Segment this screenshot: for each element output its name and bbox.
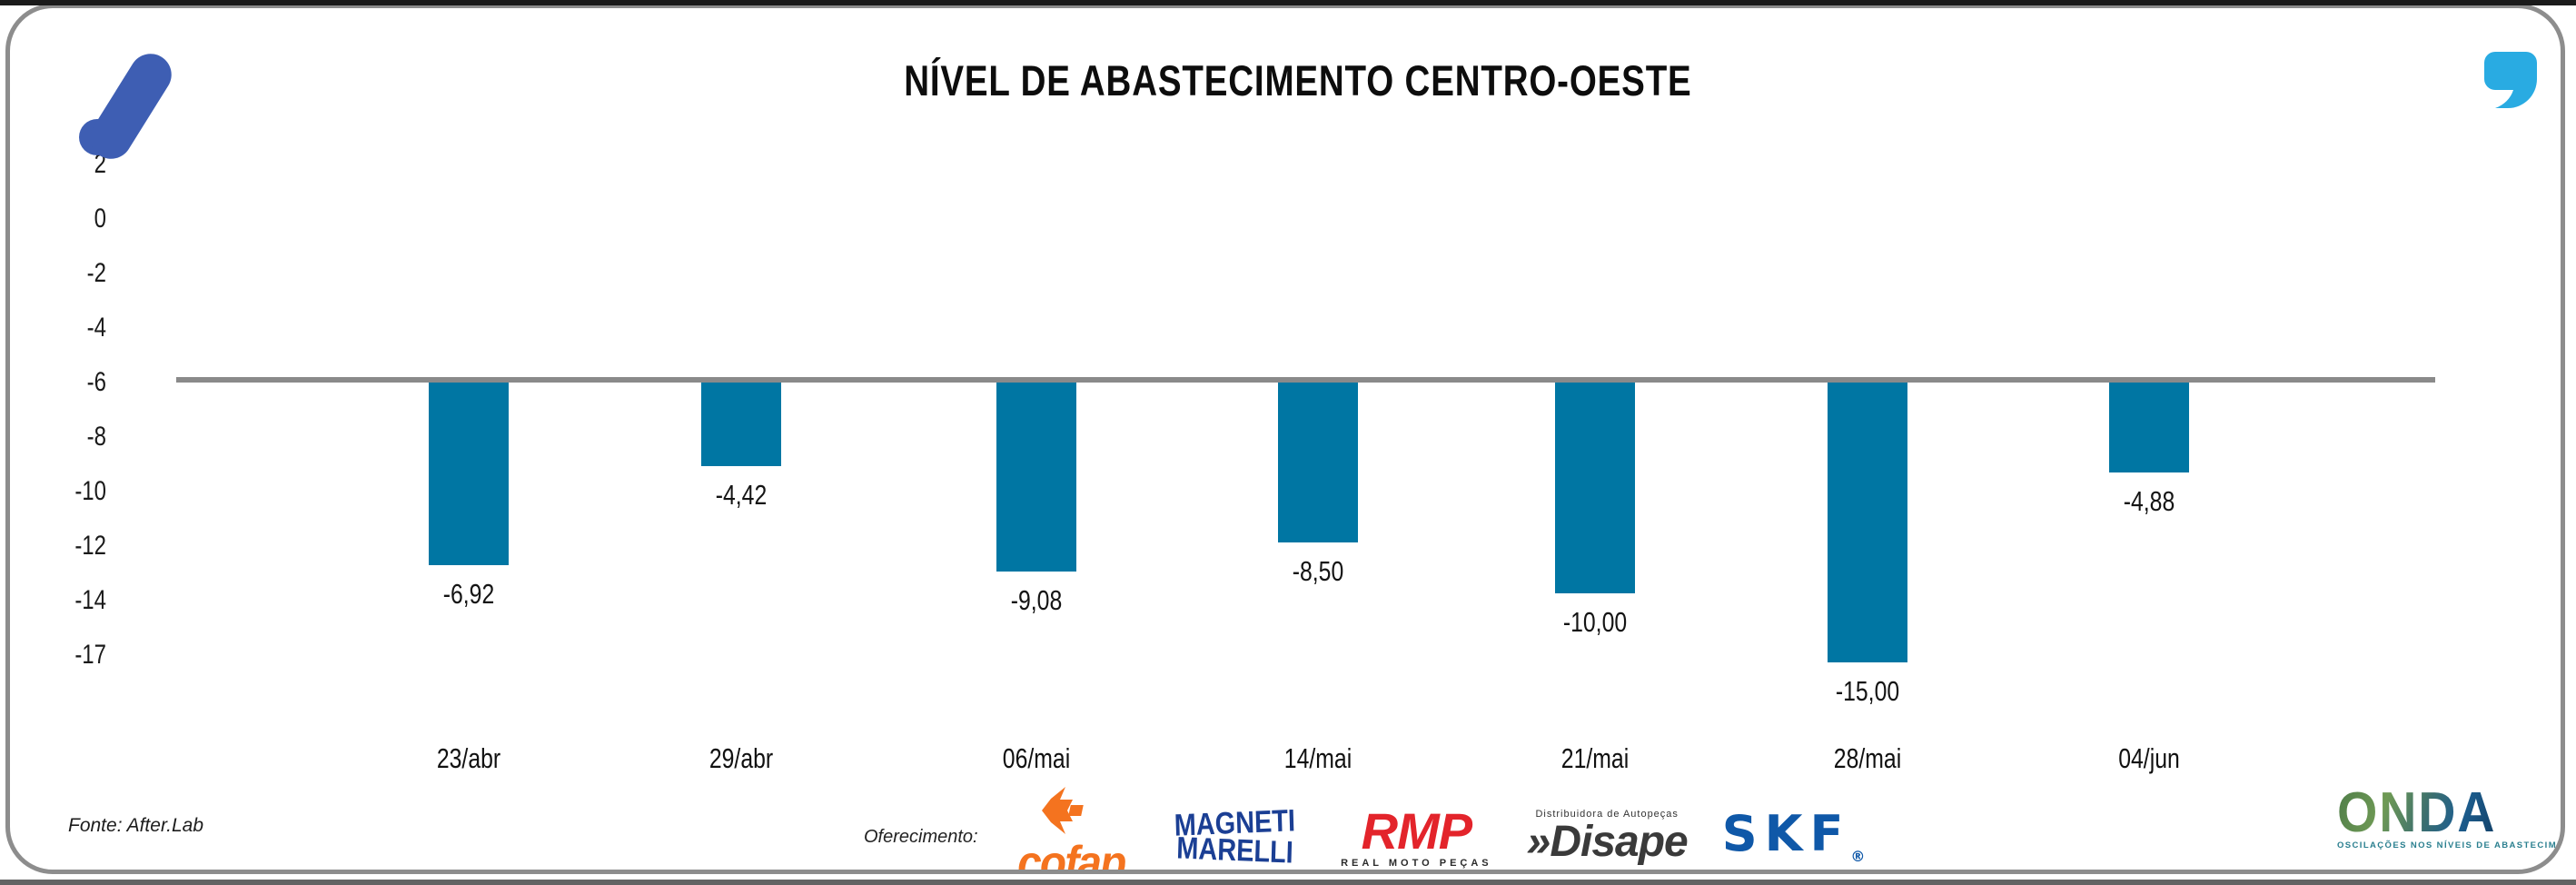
rmp-wordmark: RMP [1361,801,1472,860]
bar-28/mai [1828,383,1907,662]
chart-card: NÍVEL DE ABASTECIMENTO CENTRO-OESTE 2 0 -2… [5,4,2565,874]
bar-value-label: -9,08 [1010,584,1063,616]
bar-29/abr [701,383,781,466]
y-axis-tick: -8 [86,422,106,452]
disape-wordmark: »Disape [1526,818,1689,866]
disape-subtitle: Distribuidora de Autopeças [1535,809,1679,820]
quote-icon [2482,52,2539,118]
bar-value-label: -8,50 [1292,555,1344,587]
x-axis-label: 29/abr [708,742,774,774]
magneti-marelli-logo: MAGNETI MARELLI [1174,803,1296,870]
y-axis-tick: -14 [74,585,106,615]
cofap-wordmark: cofap [1016,837,1126,874]
bar-chart: 2 0 -2 -4 -6 -8 -10 -12 -14 -17 -6,92 23/abr -4,42 29… [10,8,2561,870]
onda-subtitle: OSCILAÇÕES NOS NÍVEIS DE ABASTECIMENTO E… [2337,840,2564,850]
sponsor-label: Oferecimento: [864,826,978,847]
onda-wordmark: ONDA [2337,781,2497,844]
afterlab-mark-icon [75,54,175,165]
sponsor-row: Oferecimento: cofap MAGNETI MARELLI RMP … [864,787,1873,870]
bar-value-label: -10,00 [1562,606,1628,638]
bar-value-label: -4,88 [2123,485,2175,517]
x-axis-label: 04/jun [2118,742,2180,774]
registered-mark: ® [1850,847,1873,865]
bar-value-label: -6,92 [442,578,495,610]
page-title: NÍVEL DE ABASTECIMENTO CENTRO-OESTE [904,56,1692,104]
y-axis-tick: -6 [86,367,106,397]
baseline [176,377,2435,383]
y-axis-tick: -10 [74,476,106,506]
y-axis-tick: -12 [74,531,106,561]
x-axis-label: 14/mai [1283,742,1352,774]
bar-value-label: -15,00 [1835,675,1900,707]
skf-logo: SKF® [1721,805,1873,865]
source-note: Fonte: After.Lab [68,815,204,836]
rmp-subtitle: REAL MOTO PEÇAS [1341,857,1492,869]
cofap-logo: cofap [1013,787,1130,874]
top-border-line [0,0,2576,5]
bar-value-label: -4,42 [715,479,768,511]
y-axis-tick: -17 [74,640,106,670]
bar-23/abr [429,383,509,565]
y-axis-tick: 0 [94,204,106,234]
y-axis-tick: -2 [86,258,106,288]
bar-21/mai [1555,383,1635,593]
bar-14/mai [1278,383,1358,542]
y-axis-tick: -4 [86,313,106,343]
disape-logo: Distribuidora de Autopeças »Disape [1526,809,1689,866]
x-axis-label: 28/mai [1833,742,1902,774]
x-axis-label: 21/mai [1560,742,1630,774]
bar-04/jun [2109,383,2189,472]
bottom-border-line [0,880,2576,885]
x-axis-label: 06/mai [1002,742,1071,774]
x-axis-label: 23/abr [436,742,501,774]
bar-06/mai [996,383,1076,572]
onda-logo: ONDA OSCILAÇÕES NOS NÍVEIS DE ABASTECIME… [2337,781,2564,850]
cofap-arrows-icon [1041,787,1084,834]
rmp-logo: RMP REAL MOTO PEÇAS [1341,801,1492,869]
